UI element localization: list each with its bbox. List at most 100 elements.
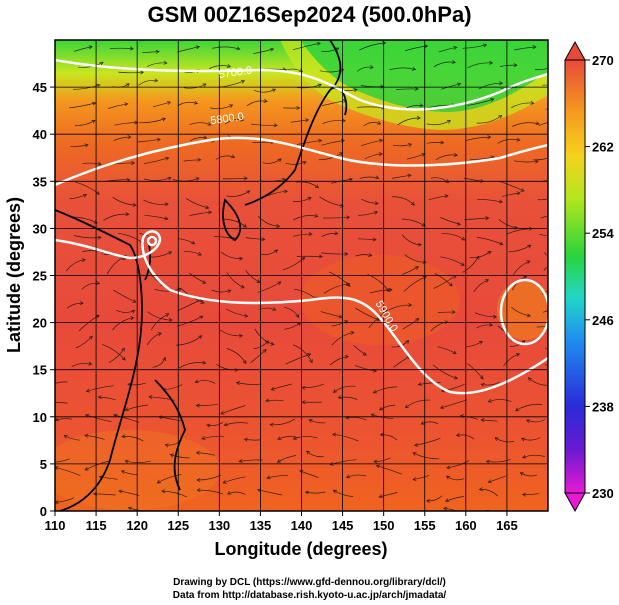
streamline-arrow	[277, 281, 282, 286]
colorbar-tick-label: 230	[592, 486, 614, 501]
coastline-china	[55, 209, 143, 511]
streamline	[426, 142, 444, 144]
streamline	[66, 302, 84, 309]
streamline-arrow	[488, 322, 494, 327]
streamline	[464, 217, 489, 220]
streamline	[345, 417, 367, 421]
streamline-arrow	[552, 194, 555, 197]
streamline-arrow	[47, 384, 51, 387]
streamline	[55, 458, 70, 463]
streamline	[466, 341, 483, 348]
streamline	[358, 211, 378, 216]
streamline-arrow	[417, 382, 422, 387]
streamline-arrow	[412, 66, 417, 71]
streamline-arrow	[520, 188, 525, 192]
streamline-arrow	[530, 100, 535, 105]
streamline-arrow	[140, 70, 145, 75]
streamline	[513, 260, 531, 275]
streamline	[73, 235, 102, 239]
streamline	[107, 103, 128, 109]
streamline-arrow	[487, 135, 492, 140]
streamline-arrow	[196, 488, 201, 493]
streamline	[540, 215, 548, 219]
streamline	[226, 190, 250, 197]
streamline-arrow	[227, 289, 232, 294]
streamline-arrow	[132, 299, 137, 303]
streamline-arrow	[445, 475, 451, 480]
streamline	[331, 331, 354, 346]
streamline-arrow	[202, 280, 207, 284]
streamline-arrow	[157, 332, 162, 337]
streamline	[440, 217, 461, 225]
streamline-arrow	[227, 490, 232, 495]
streamline-arrow	[194, 379, 199, 384]
y-tick-label: 25	[33, 269, 47, 284]
streamline-arrow	[156, 479, 161, 484]
streamline-arrow	[373, 210, 379, 215]
streamline	[250, 349, 267, 364]
streamline-arrow	[408, 302, 413, 307]
streamline	[306, 450, 324, 458]
streamline-arrow	[353, 88, 358, 93]
streamline	[293, 215, 318, 221]
streamline	[152, 357, 166, 368]
streamline-arrow	[162, 356, 167, 361]
streamline	[534, 67, 548, 71]
streamline-arrow	[240, 117, 245, 122]
streamline-arrow	[307, 353, 312, 357]
streamline	[497, 138, 520, 144]
streamline-arrow	[238, 459, 243, 463]
streamline	[266, 475, 289, 479]
streamline-arrow	[63, 435, 68, 439]
streamline	[177, 298, 203, 312]
streamline-arrow	[196, 478, 201, 483]
streamline	[125, 404, 149, 411]
streamline	[319, 196, 344, 207]
streamline-arrow	[91, 119, 96, 124]
contour-5800	[55, 136, 548, 187]
streamline-arrow	[295, 313, 300, 319]
streamline	[161, 490, 187, 498]
streamline-arrow	[558, 259, 561, 262]
streamline	[318, 152, 343, 161]
streamline	[201, 436, 225, 440]
streamline	[262, 158, 282, 164]
streamline	[277, 436, 300, 440]
streamline-arrow	[222, 479, 227, 484]
streamline	[353, 345, 367, 356]
streamline-arrow	[515, 352, 521, 357]
streamline-arrow	[407, 173, 412, 178]
streamline-arrow	[308, 232, 313, 237]
streamline	[437, 346, 457, 355]
x-tick-label: 120	[126, 518, 148, 533]
streamline-arrow	[487, 479, 492, 484]
streamline	[355, 254, 372, 257]
streamline	[153, 101, 171, 108]
streamline-arrow	[169, 453, 174, 458]
streamline	[70, 144, 89, 147]
streamline-arrow	[445, 179, 450, 184]
streamline	[272, 512, 288, 516]
streamline-arrow	[448, 282, 453, 287]
streamline-arrow	[274, 249, 279, 254]
streamline	[376, 465, 402, 475]
streamline-arrow	[414, 86, 419, 91]
contour-label: 5700.0	[218, 65, 253, 82]
streamline	[189, 272, 206, 284]
streamline-arrow	[95, 190, 100, 195]
streamline-arrow	[526, 313, 532, 318]
streamline	[257, 215, 280, 227]
streamline	[210, 104, 233, 109]
streamline	[380, 434, 398, 441]
streamline-arrow	[332, 432, 337, 437]
streamline-arrow	[318, 138, 323, 143]
streamline	[150, 313, 169, 331]
streamline	[405, 399, 430, 409]
streamline-arrow	[231, 154, 236, 159]
streamline-arrow	[302, 161, 307, 165]
contour-label: 5800.0	[210, 111, 245, 128]
streamline-arrow	[410, 201, 415, 206]
streamline-arrow	[81, 258, 86, 263]
streamline-arrow	[283, 189, 289, 194]
